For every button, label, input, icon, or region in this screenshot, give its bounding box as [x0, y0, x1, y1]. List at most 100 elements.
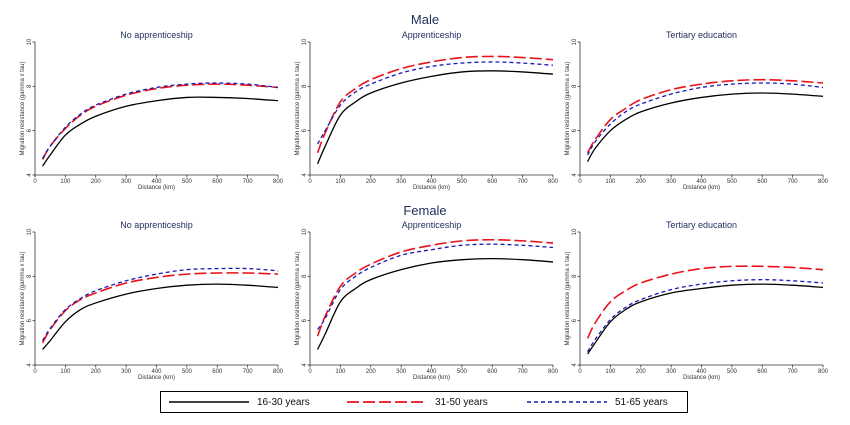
series-line-31-50-years — [316, 55, 554, 154]
x-tick-label: 0 — [578, 179, 582, 185]
x-tick-label: 700 — [243, 369, 254, 375]
panel-male-tertiary-education: Tertiary education 0 100 200 300 400 500 600 700… — [565, 26, 830, 191]
x-tick-label: 400 — [426, 369, 437, 375]
x-tick-label: 200 — [91, 179, 102, 185]
y-tick-label: 4 — [27, 363, 33, 367]
y-axis-label: Migration resistance (gamma x tau) — [20, 61, 26, 155]
x-tick-label: 0 — [308, 369, 312, 375]
x-tick-label: 100 — [60, 179, 71, 185]
x-tick-label: 600 — [757, 369, 768, 375]
y-tick-label: 10 — [572, 38, 578, 45]
y-tick-label: 8 — [572, 84, 578, 88]
y-axis-label: Migration resistance (gamma x tau) — [20, 251, 26, 345]
x-tick-label: 200 — [636, 369, 647, 375]
series-line-51-65-years — [317, 243, 554, 330]
row-title-male: Male — [410, 12, 440, 27]
x-tick-label: 300 — [121, 369, 132, 375]
x-tick-label: 0 — [33, 179, 37, 185]
chart-title: Apprenticeship — [402, 30, 462, 40]
y-axis-label: Migration resistance (gamma x tau) — [295, 251, 301, 345]
legend-item: 31-50 years — [347, 392, 488, 412]
x-tick-label: 500 — [182, 179, 193, 185]
y-tick-label: 6 — [302, 128, 308, 132]
x-tick-label: 400 — [151, 179, 162, 185]
y-tick-label: 8 — [27, 274, 33, 278]
y-tick-label: 10 — [27, 228, 33, 235]
chart-svg: No apprenticeship 0 100 200 300 400 500 600 700 8… — [20, 30, 284, 191]
chart-title: Apprenticeship — [402, 220, 462, 230]
x-tick-label: 0 — [33, 369, 37, 375]
y-tick-label: 6 — [572, 128, 578, 132]
x-tick-label: 600 — [487, 179, 498, 185]
x-tick-label: 100 — [335, 179, 346, 185]
x-tick-label: 800 — [273, 179, 284, 185]
legend-swatch-16-30 — [169, 401, 249, 403]
series-line-51-65-years — [42, 267, 279, 341]
x-tick-label: 600 — [757, 179, 768, 185]
x-tick-label: 300 — [396, 179, 407, 185]
series-line-16-30-years — [587, 283, 824, 355]
x-tick-label: 300 — [666, 369, 677, 375]
y-tick-label: 4 — [572, 363, 578, 367]
panel-male-apprenticeship: Apprenticeship 0 100 200 300 400 500 600 700 800 4… — [295, 26, 560, 191]
series-line-31-50-years — [41, 272, 279, 344]
x-tick-label: 500 — [182, 369, 193, 375]
series-line-16-30-years — [42, 283, 279, 350]
chart-svg: Apprenticeship 0 100 200 300 400 500 600 700 800 4… — [295, 30, 559, 191]
chart-title: Tertiary education — [666, 220, 737, 230]
x-tick-label: 100 — [60, 369, 71, 375]
panel-female-apprenticeship: Apprenticeship 0 100 200 300 400 500 600 700 800 4… — [295, 216, 560, 381]
panel-female-no-apprenticeship: No apprenticeship 0 100 200 300 400 500 600 700 8… — [20, 216, 285, 381]
x-tick-label: 500 — [457, 369, 468, 375]
x-tick-label: 800 — [548, 179, 559, 185]
x-tick-label: 700 — [788, 369, 799, 375]
series-line-16-30-years — [42, 96, 279, 167]
y-tick-label: 6 — [27, 128, 33, 132]
y-tick-label: 10 — [302, 38, 308, 45]
series-line-31-50-years — [41, 83, 279, 160]
x-tick-label: 600 — [487, 369, 498, 375]
chart-svg: Tertiary education 0 100 200 300 400 500 600 700… — [565, 220, 829, 381]
x-tick-label: 100 — [605, 369, 616, 375]
x-axis-label: Distance (km) — [138, 375, 175, 381]
x-axis-label: Distance (km) — [683, 185, 720, 191]
series-line-51-65-years — [42, 82, 279, 159]
chart-svg: No apprenticeship 0 100 200 300 400 500 600 700 8… — [20, 220, 284, 381]
series-line-51-65-years — [587, 82, 824, 156]
y-axis-label: Migration resistance (gamma x tau) — [565, 251, 571, 345]
y-tick-label: 4 — [27, 173, 33, 177]
x-tick-label: 400 — [696, 179, 707, 185]
legend-swatch-51-65 — [527, 401, 607, 403]
chart-legend: 16-30 years 31-50 years 51-65 years — [160, 391, 688, 413]
y-tick-label: 4 — [572, 173, 578, 177]
legend-label: 51-65 years — [615, 396, 668, 408]
y-tick-label: 10 — [572, 228, 578, 235]
y-tick-label: 10 — [302, 228, 308, 235]
x-tick-label: 200 — [636, 179, 647, 185]
x-tick-label: 600 — [212, 369, 223, 375]
x-tick-label: 0 — [578, 369, 582, 375]
y-tick-label: 8 — [302, 274, 308, 278]
x-axis-label: Distance (km) — [138, 185, 175, 191]
x-axis-label: Distance (km) — [413, 375, 450, 381]
x-tick-label: 400 — [696, 369, 707, 375]
x-tick-label: 200 — [91, 369, 102, 375]
panel-female-tertiary-education: Tertiary education 0 100 200 300 400 500 600 700… — [565, 216, 830, 381]
y-tick-label: 8 — [572, 274, 578, 278]
x-tick-label: 300 — [396, 369, 407, 375]
chart-svg: Apprenticeship 0 100 200 300 400 500 600 700 800 4… — [295, 220, 559, 381]
y-tick-label: 4 — [302, 363, 308, 367]
chart-title: No apprenticeship — [120, 30, 193, 40]
x-tick-label: 300 — [121, 179, 132, 185]
x-tick-label: 100 — [605, 179, 616, 185]
y-axis-label: Migration resistance (gamma x tau) — [565, 61, 571, 155]
series-line-31-50-years — [586, 78, 824, 154]
x-tick-label: 600 — [212, 179, 223, 185]
x-tick-label: 100 — [335, 369, 346, 375]
x-tick-label: 800 — [548, 369, 559, 375]
x-tick-label: 700 — [788, 179, 799, 185]
y-tick-label: 6 — [572, 318, 578, 322]
x-tick-label: 200 — [366, 179, 377, 185]
y-tick-label: 6 — [27, 318, 33, 322]
chart-title: Tertiary education — [666, 30, 737, 40]
